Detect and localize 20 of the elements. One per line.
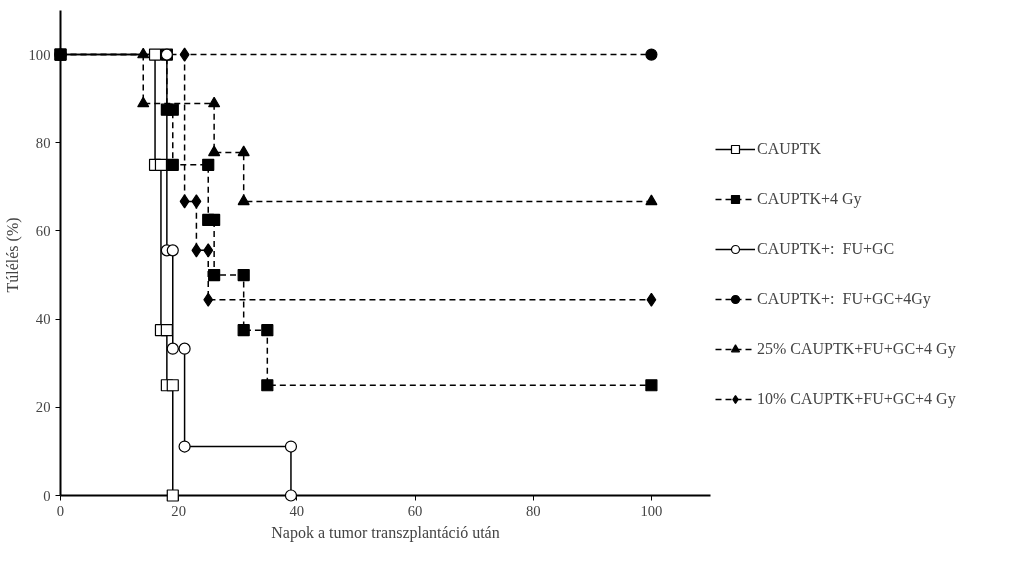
legend-label: CAUPTK+4 Gy — [757, 190, 862, 208]
legend-label: CAUPTK+: FU+GC — [757, 240, 895, 258]
y-tick-label: 40 — [35, 311, 51, 328]
x-axis-title: Napok a tumor transzplantáció után — [271, 523, 500, 542]
x-tick-label: 80 — [525, 502, 541, 519]
legend-label: CAUPTK — [757, 140, 822, 158]
x-tick-label: 40 — [289, 502, 305, 519]
legend-label: 25% CAUPTK+FU+GC+4 Gy — [757, 340, 956, 358]
y-tick-label: 80 — [35, 134, 51, 151]
x-tick-label: 0 — [56, 502, 65, 519]
y-tick-label: 60 — [35, 222, 51, 239]
y-tick-label: 100 — [28, 46, 51, 63]
y-axis-title: Túlélés (%) — [3, 217, 22, 293]
legend-label: 10% CAUPTK+FU+GC+4 Gy — [757, 390, 956, 408]
x-tick-label: 60 — [407, 502, 423, 519]
x-tick-label: 100 — [640, 502, 663, 519]
legend-label: CAUPTK+: FU+GC+4Gy — [757, 290, 931, 308]
y-tick-label: 20 — [35, 399, 51, 416]
x-tick-label: 20 — [171, 502, 187, 519]
y-tick-label: 0 — [43, 487, 51, 504]
